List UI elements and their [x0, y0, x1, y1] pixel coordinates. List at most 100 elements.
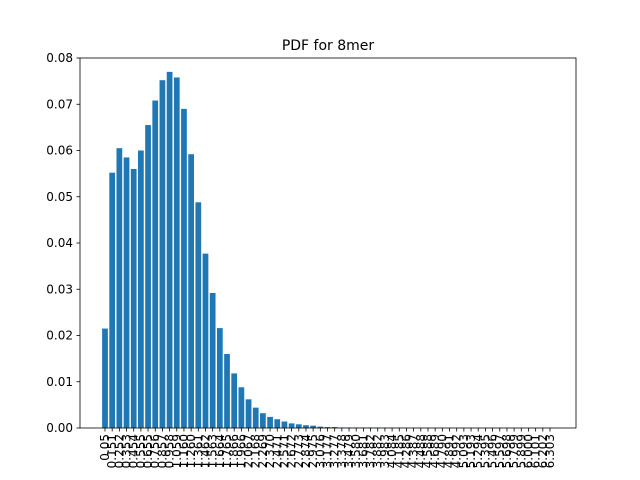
- bar-19: [238, 387, 245, 428]
- bar-26: [288, 423, 295, 429]
- y-tick-label-7: 0.07: [46, 97, 73, 111]
- x-tick-label-7: 0.756: [148, 434, 162, 468]
- bar-2: [116, 148, 123, 428]
- x-tick-label-28: 2.874: [299, 434, 313, 468]
- bar-5: [138, 150, 144, 428]
- x-tick-label-12: 1.260: [184, 434, 198, 468]
- x-tick-label-2: 0.252: [112, 434, 126, 468]
- x-tick-label-56: 5.698: [500, 434, 514, 468]
- bar-25: [281, 421, 288, 428]
- bar-32: [331, 427, 338, 428]
- x-tick-label-45: 4.588: [421, 434, 435, 468]
- x-tick-label-38: 3.882: [371, 434, 385, 468]
- x-tick-label-58: 5.899: [514, 434, 528, 468]
- x-tick-label-19: 1.966: [234, 434, 248, 468]
- x-tick-label-13: 1.361: [191, 434, 205, 468]
- bar-31: [324, 427, 331, 428]
- y-axis: 0.00 0.01 0.02 0.03 0.04 0.05 0.06 0.07 0.08: [46, 51, 80, 435]
- x-tick-label-10: 1.059: [170, 434, 184, 468]
- x-tick-label-16: 1.664: [213, 434, 227, 468]
- bar-23: [267, 416, 273, 428]
- bar-16: [216, 328, 223, 428]
- bar-22: [260, 413, 266, 428]
- x-tick-label-51: 5.193: [464, 434, 478, 468]
- y-tick-label-4: 0.04: [46, 236, 73, 250]
- bar-28: [303, 425, 309, 428]
- x-tick-label-31: 3.177: [321, 434, 335, 468]
- x-tick-label-40: 4.084: [385, 434, 399, 468]
- x-tick-label-55: 5.597: [493, 434, 507, 468]
- x-tick-label-61: 6.202: [536, 434, 550, 468]
- x-tick-label-4: 0.454: [127, 434, 141, 468]
- x-tick-label-48: 4.891: [443, 434, 457, 468]
- x-tick-label-0: 0.05: [98, 434, 112, 461]
- bar-4: [130, 169, 137, 428]
- x-tick-label-59: 6.000: [521, 434, 535, 468]
- x-tick-label-24: 2.471: [270, 434, 284, 468]
- x-tick-label-47: 4.790: [435, 434, 449, 468]
- x-tick-label-9: 0.958: [163, 434, 177, 468]
- y-tick-label-0: 0.00: [46, 421, 73, 435]
- bar-27: [295, 424, 302, 428]
- x-tick-label-35: 3.580: [349, 434, 363, 468]
- bars-group: [102, 71, 553, 429]
- bar-0: [102, 328, 108, 428]
- bar-14: [202, 253, 209, 428]
- x-tick-label-3: 0.353: [120, 434, 134, 468]
- y-tick-label-3: 0.03: [46, 282, 73, 296]
- bar-24: [274, 419, 281, 428]
- x-tick-label-46: 4.689: [428, 434, 442, 468]
- y-tick-label-5: 0.05: [46, 190, 73, 204]
- bar-7: [152, 100, 159, 429]
- bar-17: [224, 354, 230, 428]
- x-tick-label-41: 4.185: [392, 434, 406, 468]
- x-tick-label-60: 6.101: [529, 434, 543, 468]
- x-tick-label-27: 2.773: [292, 434, 306, 468]
- bar-12: [188, 154, 194, 428]
- plot-frame: [79, 57, 577, 429]
- x-tick-label-43: 4.387: [407, 434, 421, 468]
- x-axis: 0.050.1510.2520.3530.4540.5550.6550.7560…: [98, 428, 557, 468]
- y-tick-label-2: 0.02: [46, 329, 73, 343]
- x-tick-label-44: 4.488: [414, 434, 428, 468]
- x-tick-label-42: 4.286: [399, 434, 413, 468]
- x-tick-label-8: 0.857: [155, 434, 169, 468]
- x-tick-label-57: 5.799: [507, 434, 521, 468]
- x-tick-label-1: 0.151: [105, 434, 119, 468]
- x-tick-label-20: 2.067: [242, 434, 256, 468]
- y-tick-label-6: 0.06: [46, 144, 73, 158]
- bar-3: [123, 157, 130, 428]
- x-tick-label-11: 1.160: [177, 434, 191, 468]
- x-tick-label-5: 0.555: [134, 434, 148, 468]
- x-tick-label-25: 2.571: [277, 434, 291, 468]
- bar-13: [195, 202, 202, 428]
- x-tick-label-49: 4.992: [450, 434, 464, 468]
- x-tick-label-6: 0.655: [141, 434, 155, 468]
- x-tick-label-52: 5.294: [471, 434, 485, 468]
- x-tick-label-15: 1.563: [206, 434, 220, 468]
- y-tick-label-1: 0.01: [46, 375, 73, 389]
- x-tick-label-53: 5.395: [478, 434, 492, 468]
- bar-9: [166, 71, 173, 429]
- x-tick-label-50: 5.093: [457, 434, 471, 468]
- bar-18: [231, 373, 238, 428]
- bar-8: [159, 80, 166, 428]
- x-tick-label-33: 3.378: [335, 434, 349, 468]
- x-tick-label-21: 2.168: [249, 434, 263, 468]
- x-tick-label-17: 1.765: [220, 434, 234, 468]
- bar-6: [145, 125, 151, 428]
- x-tick-label-14: 1.462: [198, 434, 212, 468]
- x-tick-label-30: 3.076: [313, 434, 327, 468]
- x-tick-label-29: 2.975: [306, 434, 320, 468]
- x-tick-label-39: 3.983: [378, 434, 392, 468]
- bar-21: [252, 407, 259, 428]
- x-tick-label-37: 3.782: [364, 434, 378, 468]
- x-tick-label-34: 3.479: [342, 434, 356, 468]
- bar-1: [109, 172, 116, 428]
- bar-15: [209, 292, 216, 428]
- x-tick-label-23: 2.370: [263, 434, 277, 468]
- bar-29: [310, 425, 317, 428]
- x-tick-label-18: 1.866: [227, 434, 241, 468]
- x-tick-label-54: 5.496: [486, 434, 500, 468]
